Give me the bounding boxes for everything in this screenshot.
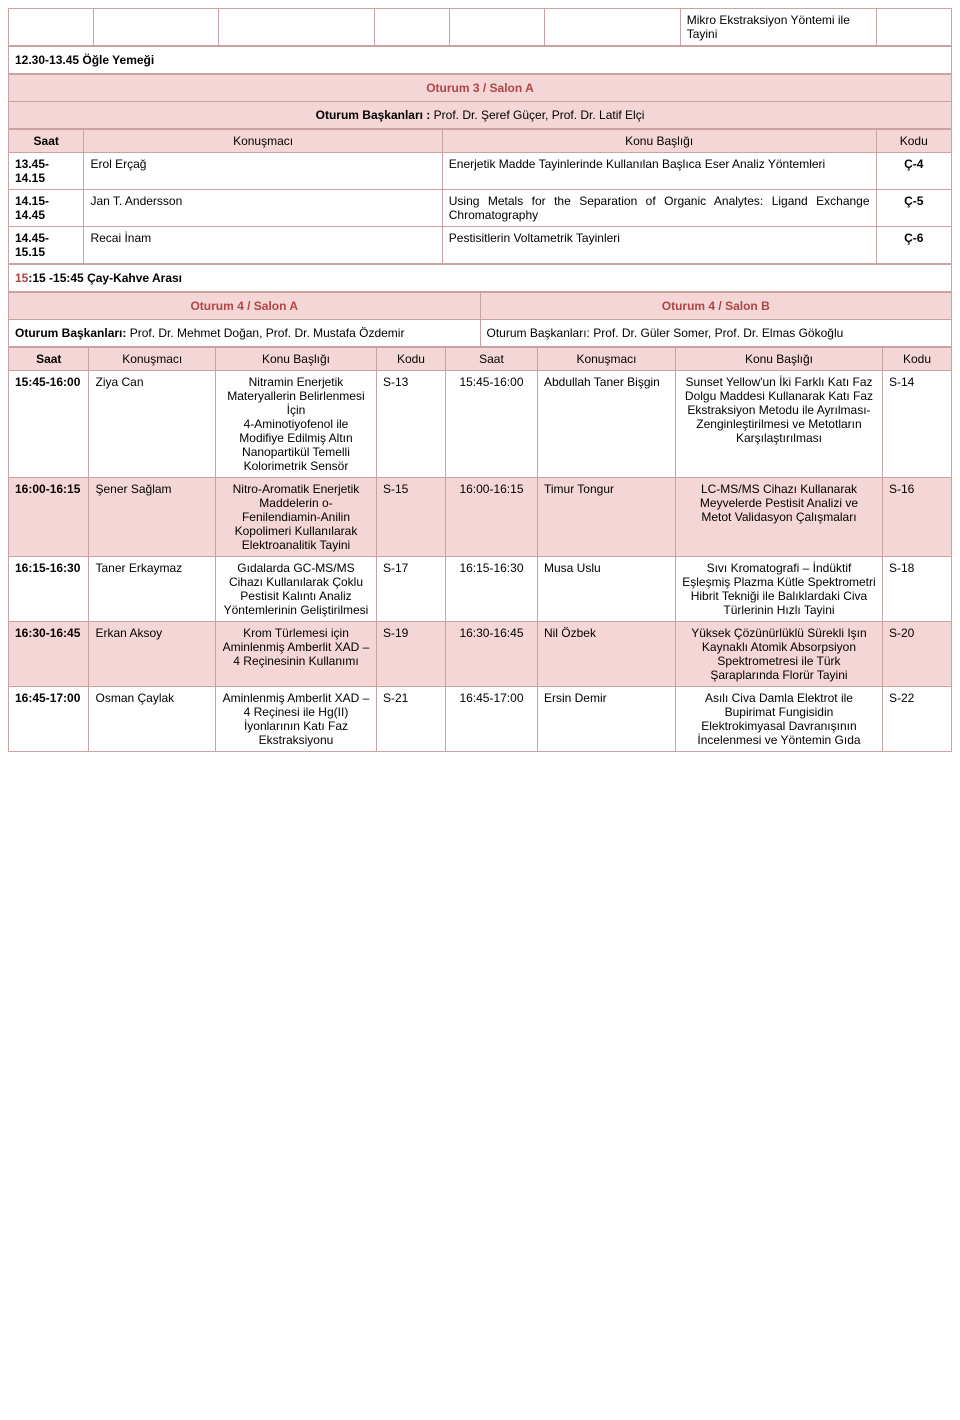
s3-row: 14.45-15.15 Recai İnam Pestisitlerin Vol…: [9, 227, 952, 264]
session3-header-table: Oturum 3 / Salon A Oturum Başkanları : P…: [8, 74, 952, 129]
s3-h-code: Kodu: [876, 130, 951, 153]
s4-h-saat-b: Saat: [445, 348, 537, 371]
s3-code: Ç-4: [876, 153, 951, 190]
s3-h-saat: Saat: [9, 130, 84, 153]
s4a-speaker: Taner Erkaymaz: [89, 557, 215, 622]
s4a-topic: Nitramin Enerjetik Materyallerin Belirle…: [215, 371, 376, 478]
s4a-code: S-13: [376, 371, 445, 478]
s3-row: 13.45-14.15 Erol Erçağ Enerjetik Madde T…: [9, 153, 952, 190]
s4b-speaker: Musa Uslu: [537, 557, 675, 622]
s3-topic: Using Metals for the Separation of Organ…: [442, 190, 876, 227]
s4-h-code-b: Kodu: [882, 348, 951, 371]
s3-row: 14.15-14.45 Jan T. Andersson Using Metal…: [9, 190, 952, 227]
s4-h-saat-a: Saat: [9, 348, 89, 371]
session4-header-table: Oturum 4 / Salon A Oturum 4 / Salon B Ot…: [8, 292, 952, 347]
s3-saat: 14.15-14.45: [9, 190, 84, 227]
s3-code: Ç-5: [876, 190, 951, 227]
s4b-saat: 15:45-16:00: [445, 371, 537, 478]
s4b-speaker: Timur Tongur: [537, 478, 675, 557]
top-fragment-table: Mikro Ekstraksiyon Yöntemi ile Tayini: [8, 8, 952, 46]
s4a-topic: Gıdalarda GC-MS/MS Cihazı Kullanılarak Ç…: [215, 557, 376, 622]
s4b-code: S-22: [882, 687, 951, 752]
session3-chairs: Oturum Başkanları : Prof. Dr. Şeref Güçe…: [9, 102, 952, 129]
table-row: 16:15-16:30Taner ErkaymazGıdalarda GC-MS…: [9, 557, 952, 622]
table-row: 16:45-17:00Osman ÇaylakAminlenmiş Amberl…: [9, 687, 952, 752]
s4-h-speaker-b: Konuşmacı: [537, 348, 675, 371]
s3-topic: Enerjetik Madde Tayinlerinde Kullanılan …: [442, 153, 876, 190]
s4b-code: S-18: [882, 557, 951, 622]
s4b-code: S-14: [882, 371, 951, 478]
s4b-speaker: Abdullah Taner Bişgin: [537, 371, 675, 478]
s4a-saat: 15:45-16:00: [9, 371, 89, 478]
s4-h-speaker-a: Konuşmacı: [89, 348, 215, 371]
top-fragment-cell: Mikro Ekstraksiyon Yöntemi ile Tayini: [680, 9, 876, 46]
s4a-saat: 16:00-16:15: [9, 478, 89, 557]
s3-topic: Pestisitlerin Voltametrik Tayinleri: [442, 227, 876, 264]
session3-chairs-label: Oturum Başkanları :: [316, 108, 431, 122]
s3-saat: 14.45-15.15: [9, 227, 84, 264]
s4a-code: S-21: [376, 687, 445, 752]
s4b-topic: Asılı Civa Damla Elektrot ile Bupirimat …: [675, 687, 882, 752]
break-table: 15:15 -15:45 Çay-Kahve Arası: [8, 264, 952, 292]
s4a-topic: Krom Türlemesi için Aminlenmiş Amberlit …: [215, 622, 376, 687]
s4a-topic: Aminlenmiş Amberlit XAD – 4 Reçinesi ile…: [215, 687, 376, 752]
s4b-saat: 16:00-16:15: [445, 478, 537, 557]
s3-h-speaker: Konuşmacı: [84, 130, 442, 153]
session4b-title: Oturum 4 / Salon B: [480, 293, 952, 320]
s4a-code: S-15: [376, 478, 445, 557]
s4b-topic: Sunset Yellow'un İki Farklı Katı Faz Dol…: [675, 371, 882, 478]
s4b-topic: Sıvı Kromatografi – İndüktif Eşleşmiş Pl…: [675, 557, 882, 622]
s4a-saat: 16:45-17:00: [9, 687, 89, 752]
lunch-table: 12.30-13.45 Öğle Yemeği: [8, 46, 952, 74]
session4a-title: Oturum 4 / Salon A: [9, 293, 481, 320]
session3-title: Oturum 3 / Salon A: [9, 75, 952, 102]
session4-table: Saat Konuşmacı Konu Başlığı Kodu Saat Ko…: [8, 347, 952, 752]
s4b-topic: LC-MS/MS Cihazı Kullanarak Meyvelerde Pe…: [675, 478, 882, 557]
s3-speaker: Erol Erçağ: [84, 153, 442, 190]
s4a-speaker: Şener Sağlam: [89, 478, 215, 557]
s4a-speaker: Ziya Can: [89, 371, 215, 478]
s4b-saat: 16:30-16:45: [445, 622, 537, 687]
s4b-speaker: Ersin Demir: [537, 687, 675, 752]
s4b-topic: Yüksek Çözünürlüklü Sürekli Işın Kaynakl…: [675, 622, 882, 687]
s4a-code: S-19: [376, 622, 445, 687]
table-row: 15:45-16:00Ziya CanNitramin Enerjetik Ma…: [9, 371, 952, 478]
s3-h-topic: Konu Başlığı: [442, 130, 876, 153]
s4a-code: S-17: [376, 557, 445, 622]
s3-speaker: Jan T. Andersson: [84, 190, 442, 227]
s4a-saat: 16:30-16:45: [9, 622, 89, 687]
session3-chairs-names: Prof. Dr. Şeref Güçer, Prof. Dr. Latif E…: [430, 108, 644, 122]
s4b-speaker: Nil Özbek: [537, 622, 675, 687]
s4b-saat: 16:15-16:30: [445, 557, 537, 622]
session4b-chairs: Oturum Başkanları: Prof. Dr. Güler Somer…: [480, 320, 952, 347]
s4-h-topic-a: Konu Başlığı: [215, 348, 376, 371]
s4a-speaker: Osman Çaylak: [89, 687, 215, 752]
table-row: 16:30-16:45Erkan AksoyKrom Türlemesi içi…: [9, 622, 952, 687]
s4b-code: S-16: [882, 478, 951, 557]
s4a-topic: Nitro-Aromatik Enerjetik Maddelerin o-Fe…: [215, 478, 376, 557]
s4-h-topic-b: Konu Başlığı: [675, 348, 882, 371]
session4a-chairs: Oturum Başkanları: Prof. Dr. Mehmet Doğa…: [9, 320, 481, 347]
s4-h-code-a: Kodu: [376, 348, 445, 371]
s4a-speaker: Erkan Aksoy: [89, 622, 215, 687]
session3-table: Saat Konuşmacı Konu Başlığı Kodu 13.45-1…: [8, 129, 952, 264]
s4a-saat: 16:15-16:30: [9, 557, 89, 622]
s3-code: Ç-6: [876, 227, 951, 264]
break-label: 15:15 -15:45 Çay-Kahve Arası: [9, 265, 952, 292]
s3-saat: 13.45-14.15: [9, 153, 84, 190]
s3-speaker: Recai İnam: [84, 227, 442, 264]
lunch-label: 12.30-13.45 Öğle Yemeği: [9, 47, 952, 74]
s4b-saat: 16:45-17:00: [445, 687, 537, 752]
table-row: 16:00-16:15Şener SağlamNitro-Aromatik En…: [9, 478, 952, 557]
s4b-code: S-20: [882, 622, 951, 687]
